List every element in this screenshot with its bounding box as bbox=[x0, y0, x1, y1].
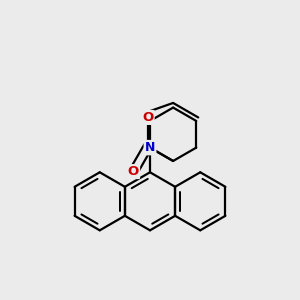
Text: O: O bbox=[128, 165, 139, 178]
Text: N: N bbox=[145, 141, 155, 154]
Text: O: O bbox=[142, 111, 154, 124]
